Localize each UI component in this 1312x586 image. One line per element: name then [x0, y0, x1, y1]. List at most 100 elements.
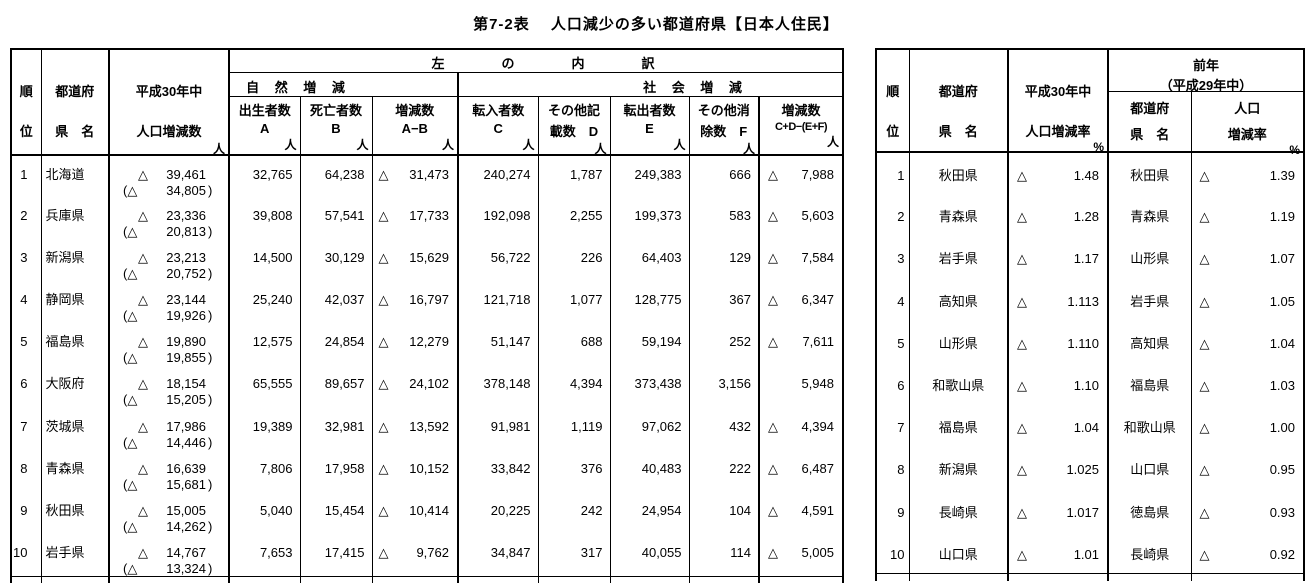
rank-value: 7	[20, 418, 28, 434]
change-current-line: △ 15,005	[110, 498, 228, 519]
rank-value: 8	[20, 460, 28, 476]
natural-change-value: 16,797	[409, 292, 449, 308]
change-current-line: △ 16,639	[110, 456, 228, 477]
births-value: 25,240	[252, 292, 293, 308]
move-out-value: 40,483	[641, 460, 682, 476]
social-change-value: 7,988	[801, 166, 835, 182]
header-prev-line2: （平成29年中）	[1159, 78, 1253, 93]
rank-value: 3	[20, 249, 28, 265]
header-row-2: 都道府 県 名 人口 増減率 %	[876, 91, 1304, 157]
cell-population-change: △ 16,639 (△ 15,681 )	[108, 449, 229, 493]
cut-off-row-cell	[908, 573, 1008, 581]
prefecture-name: 山口県	[938, 546, 978, 562]
cell-prev-rate: △ 0.93	[1190, 489, 1304, 532]
cell-other-removed: 666	[688, 154, 759, 197]
header-prev-prefecture: 都道府 県 名	[1107, 91, 1191, 153]
triangle-sign: △	[138, 503, 148, 518]
rate-value: 1.04	[1073, 420, 1099, 436]
cell-prev-prefecture: 山形県	[1107, 236, 1191, 279]
header-prefecture-line2: 県 名	[55, 124, 95, 139]
other-removed-value: 129	[729, 249, 751, 265]
paren-close: )	[208, 350, 213, 366]
paren-close: )	[208, 476, 213, 492]
table-row: 6 大阪府 △ 18,154 (△ 15,205 ) 65,555 89,657…	[10, 365, 844, 408]
cell-rank: 10	[10, 534, 41, 577]
header-breakdown: 左 の 内 訳	[227, 49, 844, 73]
cell-rank: 6	[875, 362, 909, 406]
header-births: 出生者数 A 人	[228, 96, 300, 156]
spacer	[206, 208, 228, 224]
spacer	[206, 376, 228, 392]
cell-change-rate: △ 1.017	[1007, 489, 1108, 532]
prev-prefecture-name: 山形県	[1130, 251, 1170, 267]
cell-rank: 1	[875, 152, 909, 195]
header-natural-line1: 増減数	[395, 103, 435, 118]
table-row: 5 福島県 △ 19,890 (△ 19,855 ) 12,575 24,854…	[10, 323, 844, 366]
other-recorded-value: 1,077	[569, 292, 603, 308]
triangle-sign: △	[138, 376, 148, 392]
cut-off-row-cell	[609, 575, 689, 584]
rate-value: 1.48	[1073, 168, 1099, 183]
previous-change-value: 20,813	[166, 223, 206, 239]
rate-value: 1.017	[1066, 504, 1099, 520]
spacer	[449, 503, 457, 519]
cut-off-row-cell	[1190, 573, 1304, 581]
spacer	[1099, 168, 1107, 184]
cell-prefecture: 青森県	[908, 194, 1008, 237]
spacer	[449, 250, 457, 266]
header-rank-line1: 順	[886, 84, 900, 99]
header-move-out: 転出者数 E 人	[609, 96, 689, 156]
change-previous-line: (△ 15,681 )	[110, 477, 228, 493]
prev-prefecture-name: 福島県	[1130, 377, 1170, 393]
rank-value: 10	[890, 546, 905, 562]
move-out-value: 373,438	[634, 376, 682, 392]
prefecture-name: 長崎県	[938, 504, 978, 520]
cell-move-in: 20,225	[457, 492, 538, 535]
triangle-sign: △	[1017, 251, 1027, 267]
cell-move-in: 378,148	[457, 365, 538, 408]
cell-births: 7,806	[228, 449, 300, 492]
rate-value: 1.01	[1073, 546, 1099, 562]
cell-deaths: 89,657	[299, 365, 372, 408]
cell-population-change: △ 18,154 (△ 15,205 )	[108, 365, 229, 408]
spacer	[449, 167, 457, 183]
rank-value: 10	[13, 545, 28, 561]
paren-open-sign: (△	[123, 392, 138, 408]
header-movein-line2: C	[493, 121, 503, 136]
cell-births: 7,653	[228, 534, 300, 577]
table-row: 1 北海道 △ 39,461 (△ 34,805 ) 32,765 64,238…	[10, 154, 844, 198]
header-population-change: 平成30年中 人口増減数 人	[108, 49, 229, 156]
cell-natural-change: △ 24,102	[371, 365, 458, 408]
cell-move-in: 240,274	[457, 154, 538, 197]
cell-other-recorded: 1,787	[537, 154, 610, 197]
cell-rank: 7	[10, 407, 41, 450]
social-change-value: 4,591	[801, 503, 835, 518]
cell-rank: 3	[10, 238, 41, 282]
cut-off-row-cell	[757, 575, 844, 584]
header-social-change: 増減数 C+D−(E+F) 人	[757, 96, 844, 156]
cut-off-row-cell	[457, 575, 538, 584]
prev-rate-value: 1.03	[1269, 377, 1295, 393]
header-other-recorded: その他記 載数 D 人	[537, 96, 610, 156]
cell-move-in: 33,842	[457, 449, 538, 492]
cell-move-out: 59,194	[609, 323, 689, 366]
births-value: 5,040	[259, 503, 293, 518]
header-row-1: 順 位 都道府 県 名 平成30年中 人口増減率 % 前年	[875, 49, 1304, 154]
other-recorded-value: 242	[580, 503, 603, 518]
cell-rank: 1	[10, 154, 41, 197]
cell-natural-change: △ 17,733	[371, 196, 458, 239]
triangle-sign: △	[768, 418, 778, 434]
cell-social-change: △ 6,347	[757, 281, 844, 324]
table-row: 3 岩手県 △ 1.17 山形県 △ 1.07	[875, 236, 1304, 279]
header-deaths-line2: B	[331, 121, 341, 136]
other-removed-value: 252	[729, 334, 751, 350]
spacer	[834, 292, 842, 308]
spacer	[206, 545, 228, 561]
births-value: 65,555	[252, 376, 293, 392]
unit-person: 人	[827, 135, 840, 149]
prefecture-name: 岩手県	[938, 251, 978, 267]
prev-prefecture-name: 山口県	[1130, 462, 1170, 478]
header-otherdel-line2: 除数 F	[700, 124, 748, 139]
prev-prefecture-name: 岩手県	[1130, 293, 1170, 309]
change-previous-line: (△ 19,855 )	[110, 350, 228, 366]
